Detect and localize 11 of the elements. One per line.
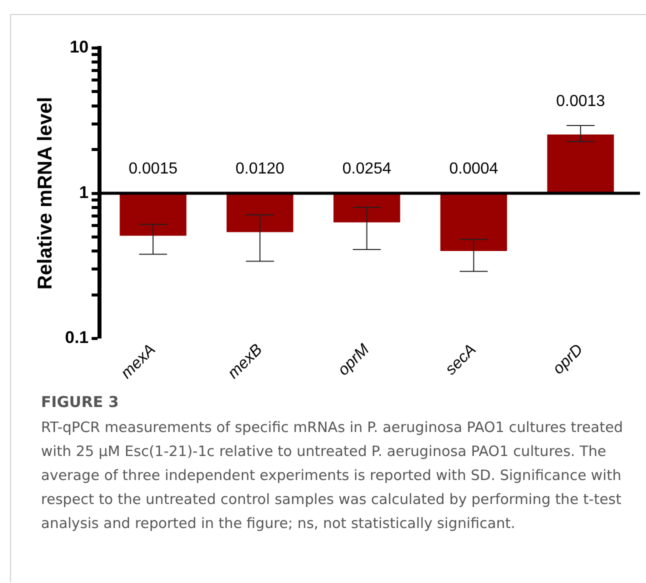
y-axis-title: Relative mRNA level [34, 96, 57, 290]
annotation: 0.0120 [235, 160, 285, 178]
y-tick-label: 10 [70, 38, 89, 57]
text: RT-qPCR measurements of specific mRNAs in P. aeruginosa PAO1 cultures treated with 25 μM Esc(1-21)-1c relative to untreated P. aeruginosa PAO1 cultures. The average of three independent experiments is reported with SD. Significance with respect to the untreated control samples was calculated by performing the t-test analysis and reported in the figure; ns, not statistically significant. [41, 419, 624, 534]
text: FIGURE 3 [41, 392, 120, 413]
annotation: 0.0013 [556, 92, 606, 110]
annotation: 0.0004 [449, 160, 498, 178]
y-tick-label: 0.1 [64, 328, 89, 348]
annotation: 0.0015 [128, 160, 178, 178]
y-tick-label: 1 [79, 182, 89, 202]
annotation: 0.0254 [342, 160, 392, 178]
